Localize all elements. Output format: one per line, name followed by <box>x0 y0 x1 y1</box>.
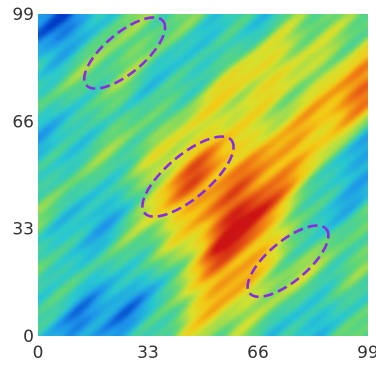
x-tick-label: 33 <box>137 343 159 363</box>
annotation-layer <box>82 16 330 299</box>
y-tick-label: 0 <box>23 327 34 347</box>
annotation-ellipse-3 <box>246 224 330 299</box>
y-tick-label: 33 <box>12 220 34 240</box>
y-axis: 0 33 66 99 <box>12 5 34 347</box>
x-tick-label: 99 <box>357 343 376 363</box>
y-tick-label: 66 <box>12 112 34 132</box>
annotation-ellipse-2 <box>141 135 235 218</box>
x-axis: 0 33 66 99 <box>33 343 376 363</box>
heatmap-surface <box>38 14 368 336</box>
x-tick-label: 0 <box>33 343 44 363</box>
x-tick-label: 66 <box>247 343 269 363</box>
y-tick-label: 99 <box>12 5 34 25</box>
annotation-ellipse-1 <box>82 16 167 90</box>
